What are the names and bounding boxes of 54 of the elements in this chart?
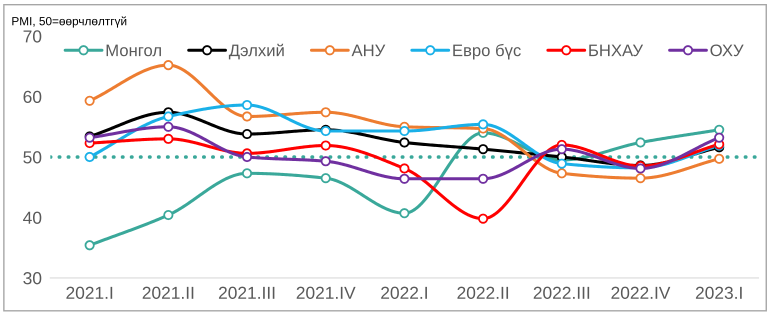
point — [163, 60, 174, 70]
point — [163, 134, 174, 144]
y-tick-label: 30 — [23, 272, 42, 284]
point — [478, 144, 488, 154]
point — [320, 173, 331, 184]
point — [163, 122, 174, 132]
point — [478, 174, 488, 184]
point — [556, 144, 567, 154]
x-tick-label: 2022.II — [457, 286, 508, 299]
legend-label: Дэлхий — [228, 44, 284, 60]
x-tick-label: 2022.IV — [611, 286, 670, 299]
x-tick-label: 2021.II — [142, 286, 194, 299]
point — [320, 156, 331, 166]
point — [556, 158, 567, 169]
y-axis-title: PMI, 50=өөрчлөлтгүй — [12, 16, 126, 28]
y-tick-label: 70 — [24, 30, 42, 43]
point — [242, 128, 252, 140]
point — [399, 126, 410, 136]
point — [84, 152, 95, 162]
point — [399, 137, 410, 148]
x-tick-label: 2022.III — [534, 286, 590, 299]
point — [242, 100, 252, 110]
point — [556, 168, 567, 178]
x-tick-label: 2023.I — [696, 286, 742, 299]
point — [320, 140, 331, 151]
y-tick-label: 40 — [23, 212, 42, 224]
legend-label: Евро бүс — [453, 44, 521, 60]
point — [84, 240, 95, 250]
point — [714, 132, 724, 143]
legend-label: БНХАУ — [589, 44, 644, 56]
x-tick-label: 2021.I — [66, 286, 112, 299]
point — [714, 154, 724, 164]
point — [635, 137, 646, 148]
point — [242, 168, 252, 178]
y-tick-label: 60 — [24, 90, 42, 104]
x-tick-label: 2021.IV — [296, 286, 356, 299]
point — [399, 208, 410, 218]
legend-label: АНУ — [352, 44, 386, 56]
point — [399, 163, 410, 174]
point — [163, 210, 174, 220]
point — [478, 214, 488, 224]
point — [320, 107, 331, 118]
point — [635, 173, 646, 184]
x-tick-label: 2021.III — [218, 286, 274, 299]
x-tick-label: 2022.I — [381, 286, 427, 299]
point — [242, 152, 252, 162]
point — [242, 111, 252, 122]
point — [84, 96, 95, 106]
legend-label: Монгол — [106, 44, 161, 56]
legend-label: ОХУ — [710, 44, 744, 56]
point — [399, 174, 410, 184]
y-tick-label: 50 — [23, 151, 42, 164]
point — [478, 119, 488, 130]
point — [163, 111, 174, 122]
